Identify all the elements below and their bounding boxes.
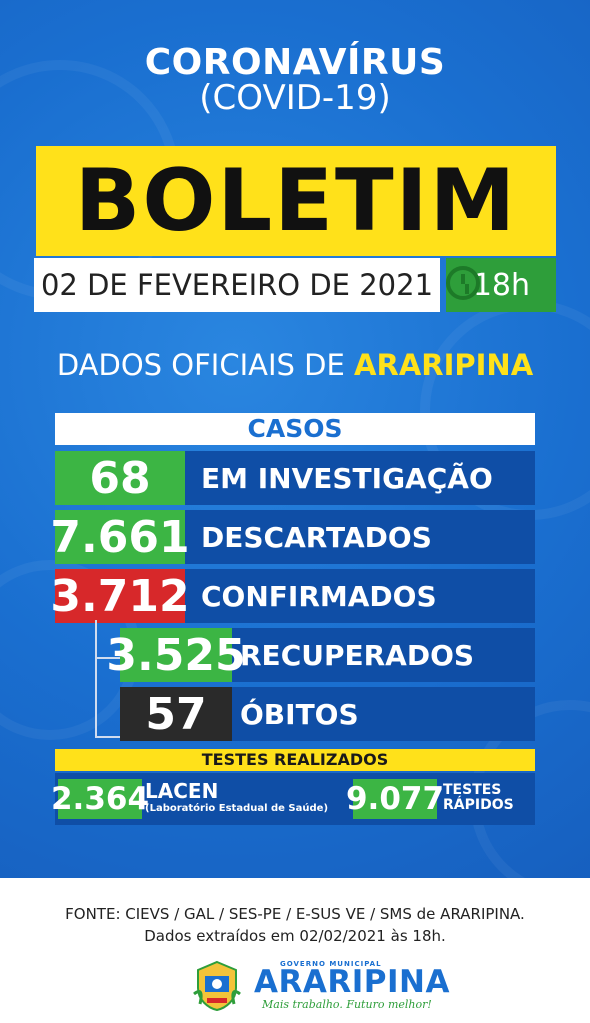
boletim-banner: BOLETIM (36, 146, 556, 256)
source-text: FONTE: CIEVS / GAL / SES-PE / E-SUS VE /… (65, 905, 525, 923)
tree-branch (97, 736, 122, 738)
footer: FONTE: CIEVS / GAL / SES-PE / E-SUS VE /… (0, 878, 590, 1023)
tests-rapid-label-line1: TESTES (443, 782, 502, 798)
cases-confirmed-label: CONFIRMADOS (201, 579, 437, 613)
page-subtitle: (COVID-19) (199, 78, 391, 118)
tree-branch (97, 657, 122, 659)
cases-row-recovered: 3.525 RECUPERADOS (106, 628, 535, 682)
official-data-prefix: DADOS OFICIAIS DE (56, 348, 345, 382)
clock-icon (446, 266, 480, 300)
cases-row-confirmed: 3.712 CONFIRMADOS (50, 569, 535, 623)
bulletin-date: 02 DE FEVEREIRO DE 2021 (34, 258, 440, 312)
cases-recovered-value: 3.525 (106, 628, 246, 682)
cases-deaths-label: ÓBITOS (240, 697, 359, 731)
tests-rapid-label-line2: RÁPIDOS (443, 797, 514, 813)
city-name: ARARIPINA (354, 348, 534, 382)
official-data-heading: DADOS OFICIAIS DE ARARIPINA (0, 348, 590, 382)
cases-heading: CASOS (55, 413, 535, 445)
logo-government-label: GOVERNO MUNICIPAL (280, 960, 382, 968)
extraction-text: Dados extraídos em 02/02/2021 às 18h. (144, 927, 446, 945)
tests-rapid-label: TESTES RÁPIDOS (443, 783, 514, 813)
cases-confirmed-value: 3.712 (50, 569, 190, 623)
cases-investigation-value: 68 (55, 451, 185, 505)
cases-deaths-value: 57 (120, 687, 232, 741)
tests-lacen-label: LACEN (145, 779, 219, 803)
cases-row-discarded: 7.661 DESCARTADOS (50, 510, 535, 564)
page-title: CORONAVÍRUS (144, 42, 446, 83)
logo-slogan: Mais trabalho. Futuro melhor! (262, 998, 432, 1011)
tests-lacen-value: 2.364 (50, 779, 150, 819)
boletim-label: BOLETIM (74, 151, 518, 251)
cases-row-deaths: 57 ÓBITOS (120, 687, 535, 741)
municipal-emblem-icon (193, 960, 241, 1012)
tests-heading: TESTES REALIZADOS (55, 749, 535, 771)
cases-investigation-label: EM INVESTIGAÇÃO (201, 461, 493, 495)
tests-row: 2.364 LACEN (Laboratório Estadual de Saú… (50, 773, 535, 825)
cases-row-investigation: 68 EM INVESTIGAÇÃO (55, 451, 535, 505)
cases-recovered-label: RECUPERADOS (240, 638, 475, 672)
logo-city-name: ARARIPINA (254, 964, 450, 1000)
cases-discarded-value: 7.661 (50, 510, 190, 564)
tests-rapid-value: 9.077 (345, 779, 445, 819)
cases-discarded-label: DESCARTADOS (201, 520, 432, 554)
cases-tree-connector (95, 620, 122, 738)
tests-lacen-detail: (Laboratório Estadual de Saúde) (145, 803, 329, 814)
